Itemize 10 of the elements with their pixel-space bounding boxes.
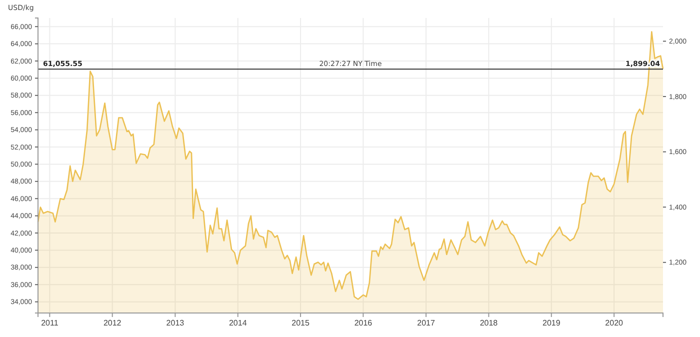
x-tick-label: 2019: [542, 318, 561, 328]
x-tick-label: 2011: [41, 318, 59, 328]
x-tick-label: 2013: [166, 318, 185, 328]
x-tick-label: 2014: [228, 318, 248, 328]
x-tick-label: 2018: [480, 318, 498, 328]
x-tick-label: 2015: [292, 318, 310, 328]
x-tick-label: 2020: [605, 318, 624, 328]
x-tick-label: 2012: [103, 318, 122, 328]
x-tick-label: 2017: [417, 318, 436, 328]
x-tick-label: 2016: [354, 318, 373, 328]
